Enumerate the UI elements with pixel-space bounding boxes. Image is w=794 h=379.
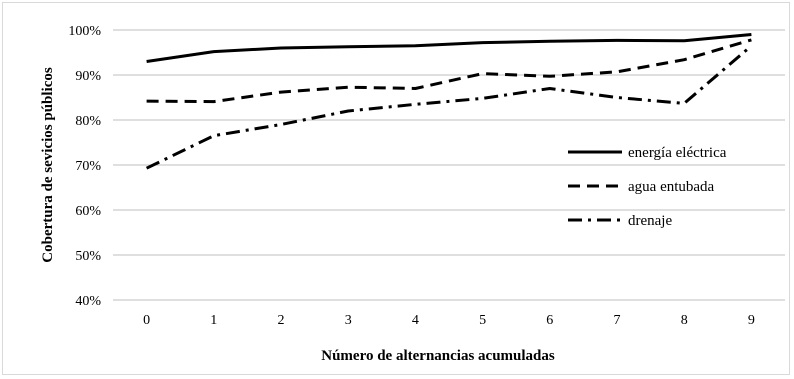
y-axis-ticks: 40% 50% 60% 70% 80% 90% 100% [68, 24, 101, 309]
series-line [146, 33, 752, 63]
x-tick-label: 4 [412, 313, 419, 328]
x-tick-label: 3 [345, 313, 352, 328]
legend-label: agua entubada [628, 179, 715, 195]
y-tick-label: 100% [68, 24, 101, 39]
legend-label: drenaje [628, 213, 672, 229]
x-tick-label: 1 [210, 313, 217, 328]
x-tick-label: 8 [681, 313, 688, 328]
x-tick-label: 2 [278, 313, 285, 328]
series-line [146, 38, 752, 104]
x-tick-label: 0 [143, 313, 150, 328]
series-line [145, 44, 753, 170]
y-tick-label: 90% [75, 69, 101, 84]
x-tick-label: 6 [546, 313, 553, 328]
y-tick-label: 40% [75, 294, 101, 309]
y-tick-label: 80% [75, 114, 101, 129]
x-tick-label: 7 [614, 313, 621, 328]
x-tick-label: 9 [748, 313, 755, 328]
y-tick-label: 70% [75, 159, 101, 174]
legend-label: energía eléctrica [628, 145, 727, 161]
x-tick-label: 5 [479, 313, 486, 328]
legend: energía eléctrica agua entubada drenaje [568, 145, 727, 229]
series-lines [145, 33, 753, 170]
y-tick-label: 50% [75, 249, 101, 264]
y-axis-title: Cobertura de sevicios públicos [40, 67, 56, 263]
x-axis-title: Número de alternancias acumuladas [321, 348, 555, 364]
y-tick-label: 60% [75, 204, 101, 219]
gridlines [113, 29, 785, 301]
x-axis-ticks: 0 1 2 3 4 5 6 7 8 9 [143, 313, 755, 328]
